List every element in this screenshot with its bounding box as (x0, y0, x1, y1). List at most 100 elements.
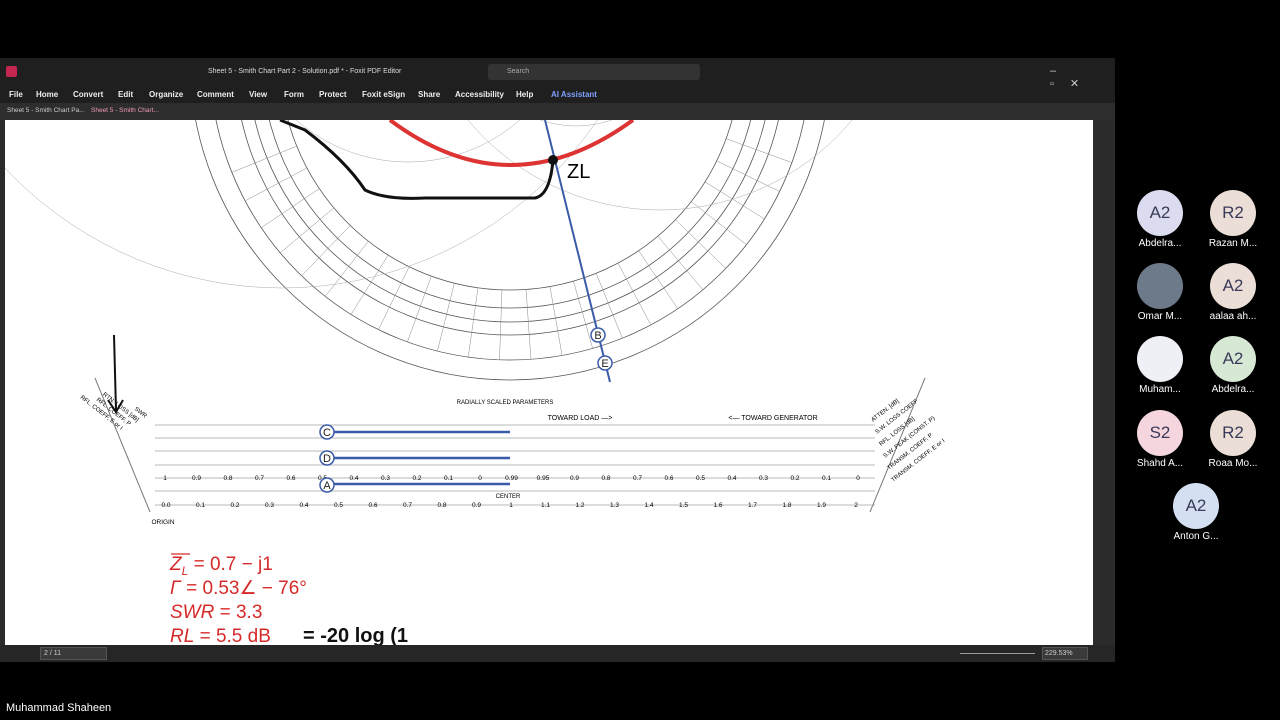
participant-tile: R2 Razan M... (1188, 190, 1278, 249)
chart-ring (254, 120, 766, 323)
radial-tick (325, 241, 369, 297)
rfl-coeff-label: 0.5 (318, 475, 327, 482)
rfl-coeff-label: 0.1 (444, 475, 453, 482)
rfl-coeff-label: 0.8 (601, 475, 610, 482)
radial-tick (726, 138, 792, 163)
menu-item[interactable]: Protect (319, 90, 347, 99)
menu-item[interactable]: Accessibility (455, 90, 504, 99)
reactance-arc (5, 120, 598, 289)
menu-item[interactable]: Edit (118, 90, 134, 99)
rfl-coeff-label: 0.95 (537, 475, 550, 482)
handwritten-note: = -20 log (1 (303, 625, 408, 645)
bottom-scale-label: 2 (854, 502, 858, 509)
status-bar: 2 / 11 229.53% (0, 645, 1115, 662)
menu-item[interactable]: View (249, 90, 268, 99)
participant-tile: A2 Abdelra... (1188, 336, 1278, 395)
bottom-scale-label: 0.4 (299, 502, 308, 509)
bottom-scale-label: 1.8 (782, 502, 791, 509)
toward-load: TOWARD LOAD —> (548, 415, 613, 422)
point-marker (319, 424, 335, 440)
participant-avatar: A2 (1210, 263, 1256, 309)
menu-item[interactable]: Home (36, 90, 59, 99)
menu-item[interactable]: Help (516, 90, 534, 99)
bottom-scale-label: 1.5 (679, 502, 688, 509)
menu-item[interactable]: File (9, 90, 23, 99)
menu-item[interactable]: Convert (73, 90, 104, 99)
reactance-arc (539, 120, 613, 127)
participant-avatar (1137, 336, 1183, 382)
equation-subscript: L (182, 564, 189, 578)
radial-tick (244, 167, 308, 202)
zl-label: ZL (567, 161, 590, 183)
participant-name: Roaa Mo... (1208, 458, 1258, 469)
participant-name: Abdelra... (1211, 384, 1255, 395)
rfl-coeff-label: 0.9 (570, 475, 579, 482)
bottom-scale-label: 0.6 (368, 502, 377, 509)
resistance-circle (388, 120, 635, 167)
page-box[interactable]: 2 / 11 (40, 647, 107, 660)
bottom-scale-label: 1.9 (817, 502, 826, 509)
rfl-coeff-label: 0.3 (381, 475, 390, 482)
zl-point (548, 155, 558, 165)
title-bar: Sheet 5 - Smith Chart Part 2 - Solution.… (0, 58, 1115, 90)
menu-item[interactable]: Comment (197, 90, 234, 99)
menu-item[interactable]: Organize (149, 90, 184, 99)
scale-title: RADIALLY SCALED PARAMETERS (457, 400, 554, 406)
equation-lhs: Γ (170, 578, 182, 599)
menu-item[interactable]: Form (284, 90, 304, 99)
search-placeholder: Search (507, 68, 530, 75)
radial-tick (407, 276, 432, 342)
rfl-coeff-label: 1 (163, 475, 167, 482)
rfl-coeff-label: 0.1 (822, 475, 831, 482)
equation-rhs: = 0.53∠ − 76° (181, 578, 307, 599)
reactance-arc (467, 120, 853, 211)
document-tab[interactable]: Sheet 5 - Smith Chart... (91, 107, 159, 114)
participant-name: Anton G... (1173, 531, 1219, 542)
app-icon (6, 66, 17, 77)
participant-avatar: R2 (1210, 190, 1256, 236)
document-tab[interactable]: Sheet 5 - Smith Chart Pa... (7, 107, 85, 114)
participant-tile: S2 Shahd A... (1115, 410, 1205, 469)
radial-tick (716, 160, 780, 192)
participant-tile: A2 Anton G... (1151, 483, 1241, 542)
rfl-coeff-label: 0.99 (505, 475, 518, 482)
point-label: D (323, 453, 331, 465)
bottom-scale-label: 1.6 (713, 502, 722, 509)
zoom-slider[interactable] (960, 653, 1035, 654)
participant-tile: A2 Abdelra... (1115, 190, 1205, 249)
pdf-editor-window: Sheet 5 - Smith Chart Part 2 - Solution.… (0, 58, 1115, 662)
participant-name: aalaa ah... (1209, 311, 1257, 322)
participant-avatar: A2 (1173, 483, 1219, 529)
rfl-coeff-label: 0.8 (223, 475, 232, 482)
radial-tick (437, 283, 455, 352)
participant-avatar: A2 (1210, 336, 1256, 382)
point-label: A (323, 480, 331, 492)
menu-item[interactable]: AI Assistant (551, 90, 597, 99)
origin-label: ORIGIN (151, 519, 174, 526)
rfl-coeff-label: 0.2 (412, 475, 421, 482)
menu-item[interactable]: Share (418, 90, 441, 99)
equation-rhs: = 3.3 (214, 602, 262, 623)
chart-ring (215, 120, 805, 361)
bottom-scale-label: 0.7 (403, 502, 412, 509)
rfl-coeff-label: 0.7 (255, 475, 264, 482)
radial-tick (617, 262, 652, 326)
participant-avatar: A2 (1137, 190, 1183, 236)
bottom-scale-label: 0.2 (230, 502, 239, 509)
bottom-scale-label: 1.4 (644, 502, 653, 509)
chart-ring (241, 120, 779, 336)
scale-border-right (869, 377, 926, 513)
bottom-scale-label: 0.5 (334, 502, 343, 509)
point-marker (319, 477, 335, 493)
search-box[interactable]: Search (488, 64, 700, 80)
chart-ring (269, 120, 751, 309)
rfl-coeff-label: 0.4 (349, 475, 358, 482)
menu-bar: File Home Convert Edit Organize Comment View Fo… (0, 86, 1115, 103)
participant-name: Abdelra... (1138, 238, 1182, 249)
rfl-coeff-label: 0 (856, 475, 860, 482)
zoom-box[interactable]: 229.53% (1042, 647, 1088, 660)
rfl-coeff-label: 0.6 (286, 475, 295, 482)
bottom-scale-label: 1 (509, 502, 513, 509)
equation-rhs: = 0.7 − j1 (188, 554, 273, 575)
menu-item[interactable]: Foxit eSign (362, 90, 406, 99)
